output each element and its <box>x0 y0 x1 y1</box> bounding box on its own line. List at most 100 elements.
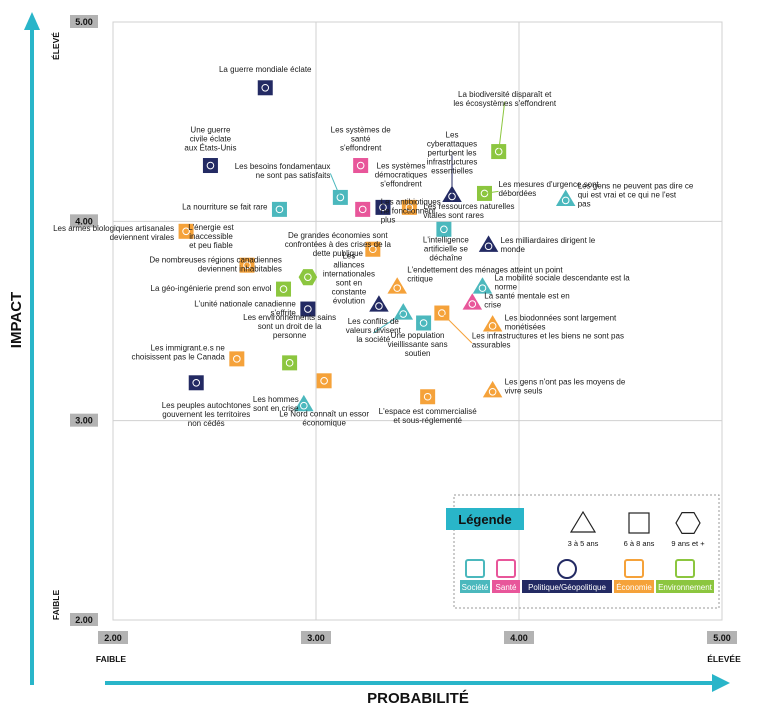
point-label: Les alliances internationales sont en consta… <box>323 252 375 306</box>
data-point <box>401 199 417 215</box>
data-point <box>436 221 452 237</box>
point-label: Les environnements sains sont un droit de… <box>243 313 336 340</box>
data-point <box>298 269 318 286</box>
data-point <box>178 223 194 239</box>
axis-ticks: 2.00 3.00 4.00 5.00 2.00 3.00 4.00 5.00 <box>70 15 737 644</box>
y-tick-label: 3.00 <box>75 416 93 426</box>
point-label: Les systèmes démocratiques s'effondrent <box>375 161 427 188</box>
data-point <box>188 375 204 391</box>
point-label: Les cyberattaques perturbent les infrastruc… <box>427 130 478 175</box>
legend-category-label: Économie <box>616 583 652 592</box>
point-label: Les conflits de valeurs divisent la sociét… <box>346 317 402 344</box>
point-label: Une guerre civile éclate aux États-Unis <box>184 126 236 153</box>
data-point <box>365 241 381 257</box>
y-tick-label: 5.00 <box>75 17 93 27</box>
point-label: Les ressources naturelles vitales sont ra… <box>423 202 514 220</box>
legend-shape-label: 6 à 8 ans <box>624 539 655 548</box>
data-point <box>316 373 332 389</box>
legend-category: Société <box>460 559 490 593</box>
y-tick-box <box>70 15 98 28</box>
point-label: Les milliardaires dirigent le monde <box>501 236 596 254</box>
data-point <box>353 158 369 174</box>
legend-shape-square <box>628 512 650 534</box>
y-axis-arrowhead <box>24 12 40 30</box>
point-label: L'intelligence artificielle se déchaîne <box>423 235 470 262</box>
x-tick-label: 2.00 <box>104 633 122 643</box>
point-label: Une population vieillissante sans soutien <box>388 331 448 358</box>
legend-shape-hexagon <box>675 512 701 534</box>
data-point <box>472 277 493 294</box>
point-label: Les immigrant.e.s ne choisissent pas le C… <box>131 343 225 361</box>
point-label: La géo-ingénierie prend son envol <box>151 284 272 293</box>
data-point <box>239 257 255 273</box>
x-axis-arrowhead <box>712 674 730 692</box>
legend-shape-label: 3 à 5 ans <box>568 539 599 548</box>
point-label: Les infrastructures et les biens ne sont… <box>472 332 624 350</box>
point-label: L'unité nationale canadienne s'effrite <box>194 300 296 318</box>
data-point <box>271 201 287 217</box>
data-point <box>555 189 576 206</box>
point-label: Les peuples autochtones gouvernent les te… <box>162 401 251 428</box>
point-label: Les biodonnées sont largement monétisées <box>505 313 617 331</box>
legend-shapes: 3 à 5 ans 6 à 8 ans 9 ans et + <box>568 510 705 548</box>
point-label: L'endettement des ménages atteint un poi… <box>407 266 563 284</box>
data-point <box>375 199 391 215</box>
data-point <box>282 355 298 371</box>
data-point <box>462 293 483 310</box>
data-point <box>369 295 389 312</box>
legend-category-label: Politique/Géopolitique <box>528 583 606 592</box>
legend-title: Légende <box>458 512 511 527</box>
x-tick-box <box>707 631 737 644</box>
data-point <box>393 303 414 320</box>
point-label: La santé mentale est en crise <box>484 292 569 310</box>
data-point <box>387 277 407 294</box>
y-tick-label: 4.00 <box>75 216 93 226</box>
legend: Légende 3 à 5 ans 6 à 8 ans 9 ans et + Soc… <box>446 494 720 609</box>
leader-line <box>484 190 499 194</box>
x-high-label: ÉLEVÉE <box>707 654 741 664</box>
data-point <box>420 389 436 405</box>
data-points <box>178 80 576 412</box>
data-point <box>478 235 499 252</box>
point-label: Le Nord connaît un essor économique <box>279 409 369 427</box>
data-point <box>202 158 218 174</box>
legend-frame <box>453 494 720 609</box>
legend-shape-triangle <box>569 510 597 533</box>
point-label: De nombreuses régions canadiennes devienn… <box>149 256 282 274</box>
point-label: La guerre mondiale éclate <box>219 65 312 74</box>
point-label: Les antibiotiques ne fonctionnent plus <box>381 197 441 224</box>
legend-category-label: Santé <box>496 583 517 592</box>
leader-line <box>373 312 404 334</box>
data-point <box>300 301 316 317</box>
y-high-label: ÉLEVÉ <box>51 32 61 60</box>
legend-title-box <box>446 508 524 530</box>
x-axis-title: PROBABILITÉ <box>367 690 469 707</box>
point-label: La mobilité sociale descendante est la no… <box>494 274 630 292</box>
point-label: Les hommes sont en crise <box>253 395 299 413</box>
plot-frame <box>112 21 723 621</box>
data-point <box>355 201 371 217</box>
legend-category: Environnement <box>656 559 714 593</box>
leader-line <box>329 173 341 198</box>
y-low-label: FAIBLE <box>51 590 61 621</box>
leader-line <box>498 101 506 152</box>
point-labels: La guerre mondiale éclate Une guerre civil… <box>53 65 694 428</box>
x-tick-label: 3.00 <box>307 633 325 643</box>
point-label: L'espace est commercialisé et sous-réglem… <box>379 407 478 425</box>
point-label: Les systèmes de santé s'effondrent <box>331 126 392 153</box>
legend-category: Santé <box>492 559 520 593</box>
point-label: Les gens n'ont pas les moyens de vivre se… <box>505 377 626 395</box>
legend-category-label: Société <box>462 583 489 592</box>
legend-categories: Société Santé Politique/Géopolitique Économ… <box>460 559 714 593</box>
x-low-label: FAIBLE <box>96 654 127 664</box>
legend-category-label: Environnement <box>658 583 713 592</box>
x-tick-box <box>98 631 128 644</box>
point-label: Les mesures d'urgence sont débordées <box>498 180 599 198</box>
data-point <box>257 80 273 96</box>
y-tick-box <box>70 613 98 626</box>
point-label: Les armes biologiques artisanales devienn… <box>53 224 174 242</box>
y-tick-label: 2.00 <box>75 615 93 625</box>
legend-category: Économie <box>614 559 654 593</box>
x-tick-label: 4.00 <box>510 633 528 643</box>
